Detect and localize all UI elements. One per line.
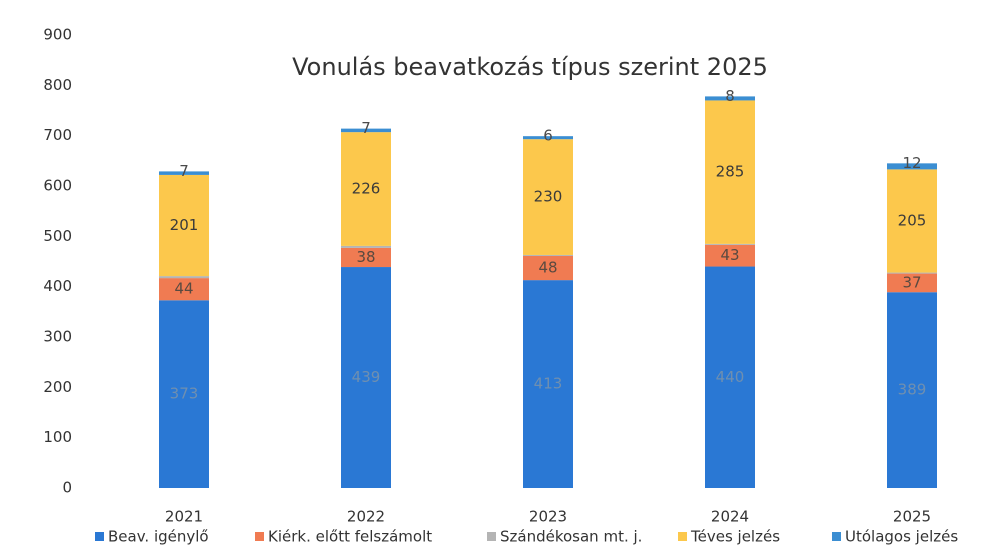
- bar-segment: [523, 255, 573, 281]
- y-tick-label: 500: [43, 227, 72, 245]
- bar-segment: [159, 171, 209, 175]
- y-tick-label: 800: [43, 76, 72, 94]
- legend-swatch: [95, 532, 104, 541]
- data-label: 413: [534, 375, 563, 393]
- y-tick-label: 200: [43, 378, 72, 396]
- y-tick-label: 300: [43, 328, 72, 346]
- legend-label: Kiérk. előtt felszámolt: [268, 528, 432, 546]
- x-tick-label: 2021: [165, 508, 203, 526]
- data-label: 7: [179, 162, 189, 180]
- data-label: 373: [170, 385, 199, 403]
- data-label: 205: [898, 211, 927, 229]
- legend-swatch: [487, 532, 496, 541]
- data-label: 48: [538, 259, 557, 277]
- data-label: 38: [356, 248, 375, 266]
- bar-segment: [341, 132, 391, 246]
- bar-segment: [887, 169, 937, 273]
- x-tick-label: 2023: [529, 508, 567, 526]
- data-label: 285: [716, 163, 745, 181]
- y-tick-label: 400: [43, 277, 72, 295]
- data-label: 439: [352, 368, 381, 386]
- legend-swatch: [255, 532, 264, 541]
- legend-label: Téves jelzés: [690, 528, 780, 546]
- y-tick-label: 900: [43, 26, 72, 44]
- data-label: 44: [174, 280, 193, 298]
- data-label: 12: [902, 154, 921, 172]
- legend-label: Szándékosan mt. j.: [500, 528, 642, 546]
- data-label: 7: [361, 119, 371, 137]
- data-label: 6: [543, 127, 553, 145]
- x-tick-label: 2024: [711, 508, 749, 526]
- data-label: 8: [725, 87, 735, 105]
- bar-segment: [159, 276, 209, 279]
- bar-segment: [887, 292, 937, 488]
- data-label: 201: [170, 216, 199, 234]
- bar-segment: [159, 300, 209, 488]
- y-tick-label: 600: [43, 177, 72, 195]
- bar-segment: [341, 128, 391, 133]
- data-label: 43: [720, 246, 739, 264]
- x-tick-label: 2022: [347, 508, 385, 526]
- data-label: 230: [534, 188, 563, 206]
- data-label: 37: [902, 273, 921, 291]
- bar-segment: [705, 243, 755, 245]
- bar-segment: [705, 244, 755, 267]
- bar-segment: [705, 266, 755, 488]
- y-tick-label: 0: [62, 479, 72, 497]
- bar-segment: [887, 272, 937, 274]
- bar-segment: [887, 273, 937, 293]
- bar-segment: [159, 278, 209, 301]
- bar-segment: [523, 254, 573, 256]
- chart-title: Vonulás beavatkozás típus szerint 2025: [292, 53, 768, 81]
- legend-label: Utólagos jelzés: [845, 528, 958, 546]
- bar-segment: [523, 136, 573, 140]
- legend-label: Beav. igénylő: [108, 528, 209, 546]
- bar-segment: [705, 100, 755, 244]
- bar-segment: [159, 174, 209, 277]
- y-tick-label: 100: [43, 428, 72, 446]
- legend-swatch: [832, 532, 841, 541]
- bar-segment: [341, 245, 391, 248]
- bar-segment: [523, 139, 573, 255]
- bar-segment: [887, 163, 937, 170]
- y-tick-label: 700: [43, 126, 72, 144]
- bar-segment: [705, 96, 755, 101]
- bar-segment: [341, 247, 391, 268]
- data-label: 389: [898, 381, 927, 399]
- legend-swatch: [678, 532, 687, 541]
- x-tick-label: 2025: [893, 508, 931, 526]
- data-label: 440: [716, 368, 745, 386]
- bar-segment: [341, 267, 391, 488]
- data-label: 226: [352, 180, 381, 198]
- bar-segment: [523, 280, 573, 488]
